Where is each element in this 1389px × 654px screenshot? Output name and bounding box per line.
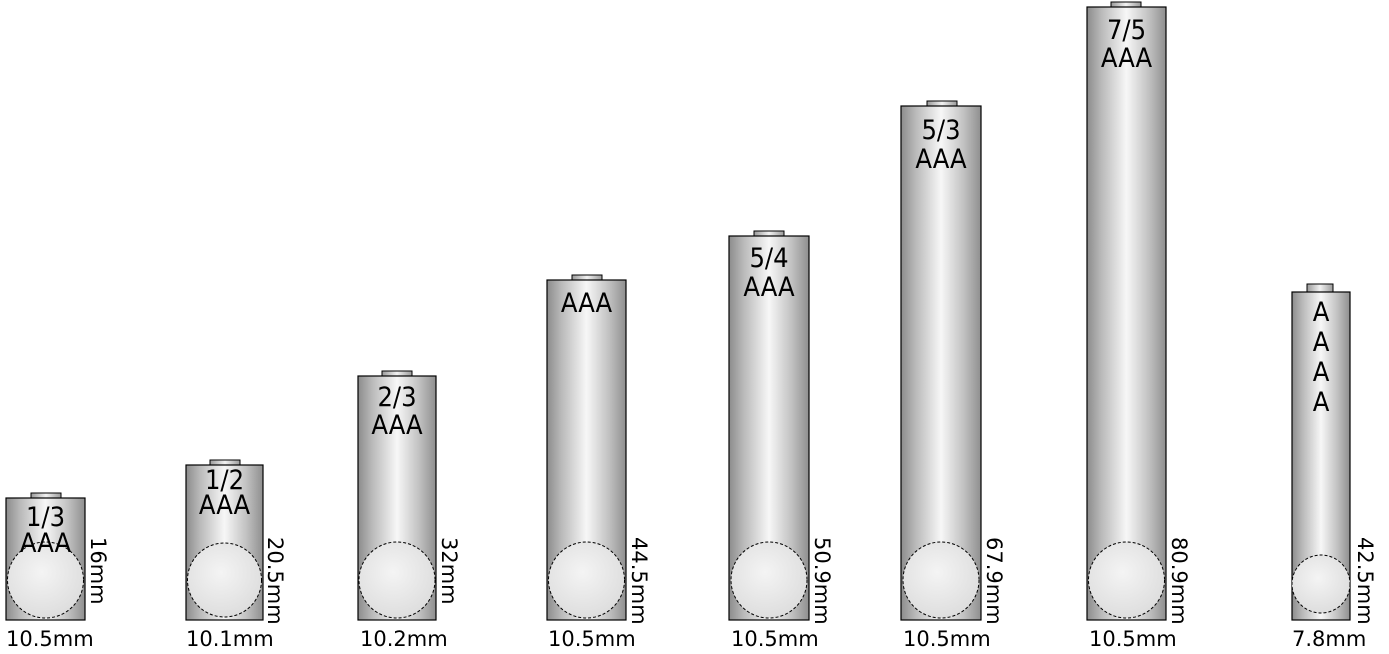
battery-cross-section-circle <box>730 541 808 619</box>
battery-label-line: AAA <box>20 528 72 559</box>
battery-label-line: 5/4 <box>749 243 788 274</box>
height-dimension-label: 16mm <box>86 537 110 605</box>
battery-label-line: AAA <box>561 288 613 319</box>
battery-label-line: AAA <box>1101 43 1153 74</box>
battery-aaa: AAA 44.5mm 10.5mm <box>546 274 651 651</box>
battery-cap <box>30 492 62 499</box>
height-dimension-label: 20.5mm <box>263 537 287 625</box>
battery-2-3-aaa: 2/3 AAA 32mm 10.2mm <box>357 370 461 651</box>
battery-label-line: A <box>1313 327 1330 358</box>
battery-label-line: 2/3 <box>377 382 416 413</box>
battery-label-line: A <box>1313 297 1330 328</box>
battery-label-line: 1/2 <box>205 465 244 496</box>
height-dimension-label: 42.5mm <box>1353 537 1377 625</box>
battery-cross-section-circle <box>902 541 980 619</box>
battery-cross-section-circle <box>548 541 625 619</box>
height-dimension-label: 80.9mm <box>1167 537 1191 625</box>
height-dimension-label: 50.9mm <box>810 537 834 625</box>
height-dimension-label: 44.5mm <box>627 537 651 625</box>
battery-aaaa: A A A A 42.5mm 7.8mm <box>1291 283 1377 651</box>
battery-label-line: A <box>1313 387 1330 418</box>
battery-cross-section-circle <box>187 542 262 618</box>
battery-cap <box>753 230 785 237</box>
diameter-dimension-label: 10.2mm <box>360 627 448 651</box>
diameter-dimension-label: 10.5mm <box>731 627 819 651</box>
diameter-dimension-label: 10.1mm <box>186 627 274 651</box>
battery-label-line: A <box>1313 357 1330 388</box>
battery-5-4-aaa: 5/4 AAA 50.9mm 10.5mm <box>728 230 834 651</box>
battery-label-line: AAA <box>743 272 795 303</box>
battery-cap <box>381 370 413 377</box>
battery-1-3-aaa: 1/3 AAA 16mm 10.5mm <box>5 492 110 651</box>
battery-cross-section-circle <box>358 541 436 619</box>
battery-cap <box>571 274 603 281</box>
battery-cap <box>1110 1 1142 8</box>
diameter-dimension-label: 10.5mm <box>548 627 636 651</box>
battery-cross-section-circle <box>1088 541 1165 619</box>
diameter-dimension-label: 10.5mm <box>6 627 94 651</box>
battery-1-2-aaa: 1/2 AAA 20.5mm 10.1mm <box>185 459 287 651</box>
battery-label-line: 5/3 <box>921 115 960 146</box>
battery-cap <box>1306 283 1334 293</box>
diameter-dimension-label: 10.5mm <box>1089 627 1177 651</box>
diameter-dimension-label: 7.8mm <box>1292 627 1366 651</box>
battery-label-line: AAA <box>371 410 423 441</box>
battery-7-5-aaa: 7/5 AAA 80.9mm 10.5mm <box>1086 1 1191 651</box>
battery-cap <box>926 100 958 107</box>
battery-body <box>1086 6 1167 621</box>
height-dimension-label: 67.9mm <box>982 537 1006 625</box>
battery-label-line: AAA <box>199 490 251 521</box>
diameter-dimension-label: 10.5mm <box>903 627 991 651</box>
battery-label-line: AAA <box>915 144 967 175</box>
battery-body <box>900 105 982 621</box>
battery-label-line: 1/3 <box>26 502 65 533</box>
battery-5-3-aaa: 5/3 AAA 67.9mm 10.5mm <box>900 100 1006 651</box>
height-dimension-label: 32mm <box>437 537 461 605</box>
battery-cross-section-circle <box>7 541 84 619</box>
battery-cross-section-circle <box>1291 554 1351 614</box>
battery-label-line: 7/5 <box>1107 15 1146 46</box>
